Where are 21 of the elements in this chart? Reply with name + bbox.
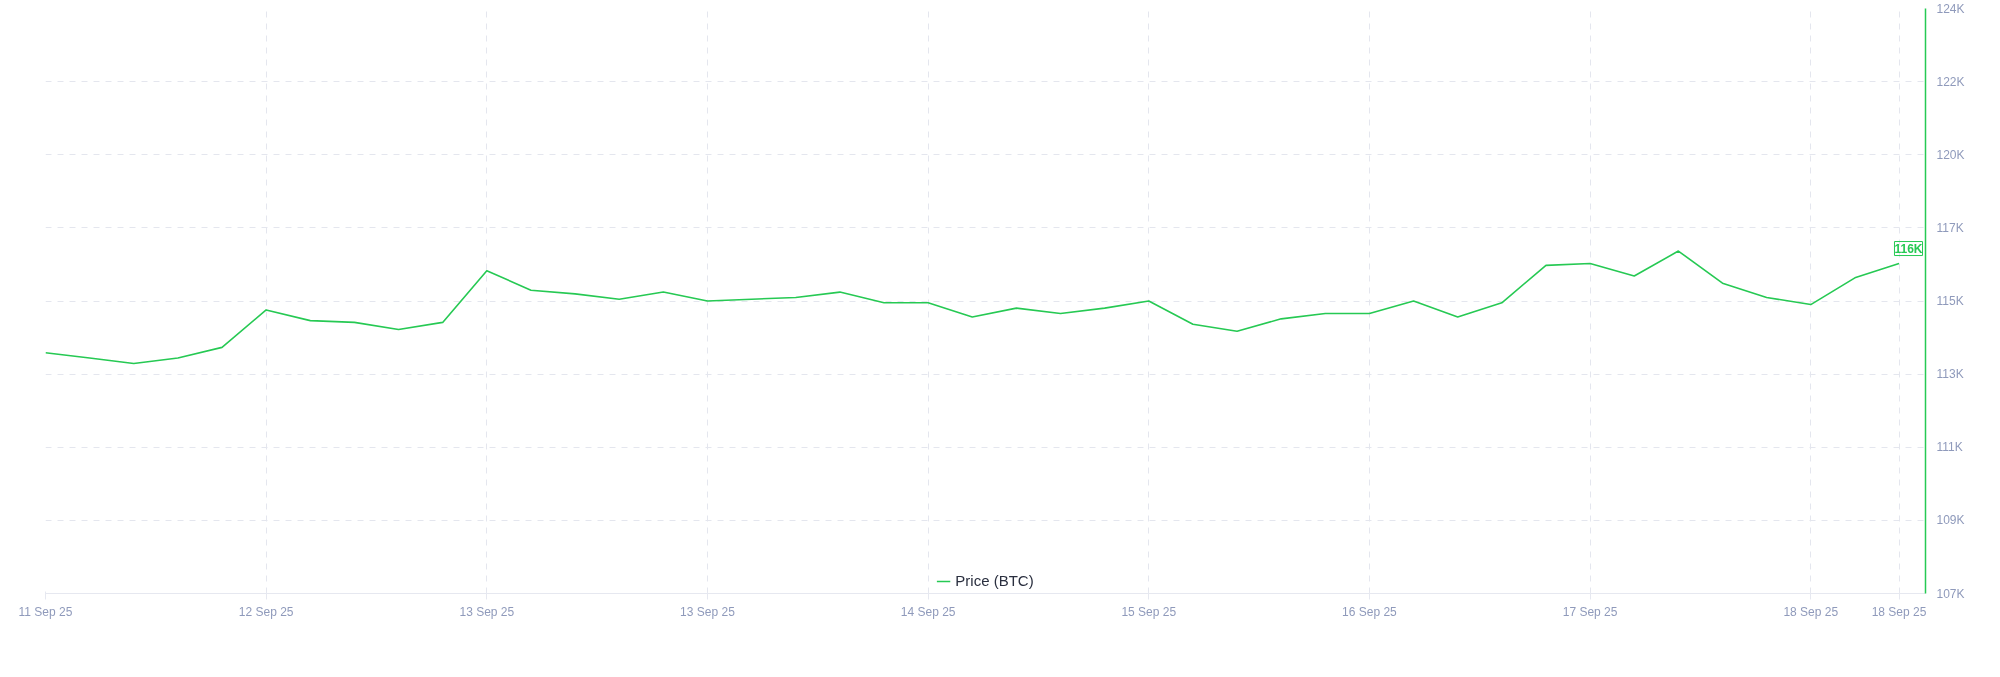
y-tick-label: 122K bbox=[1936, 74, 1965, 89]
x-tick-label: 13 Sep 25 bbox=[459, 604, 515, 619]
y-tick-label: 115K bbox=[1936, 294, 1964, 308]
y-tick-label: 107K bbox=[1936, 586, 1965, 601]
y-tick-label: 111K bbox=[1936, 440, 1963, 455]
x-tick-label: 13 Sep 25 bbox=[680, 604, 736, 619]
x-tick-label: 14 Sep 25 bbox=[900, 604, 956, 619]
y-tick-label: 124K bbox=[1936, 1, 1965, 16]
y-tick-label: 113K bbox=[1936, 367, 1964, 382]
x-tick-label: 18 Sep 25 bbox=[1783, 604, 1839, 619]
x-tick-label: 11 Sep 25 bbox=[18, 604, 73, 619]
x-tick-label: 12 Sep 25 bbox=[238, 604, 294, 619]
x-tick-label: 17 Sep 25 bbox=[1562, 604, 1618, 619]
y-tick-label: 109K bbox=[1936, 513, 1965, 528]
x-tick-label: 16 Sep 25 bbox=[1342, 604, 1398, 619]
y-tick-label: 120K bbox=[1936, 147, 1965, 162]
x-tick-label: 15 Sep 25 bbox=[1121, 604, 1177, 619]
annotation: 116K bbox=[1894, 241, 1923, 256]
x-tick-label: 18 Sep 25 bbox=[1871, 604, 1927, 619]
legend-label: Price (BTC) bbox=[955, 572, 1034, 589]
y-tick-label: 117K bbox=[1936, 220, 1964, 235]
